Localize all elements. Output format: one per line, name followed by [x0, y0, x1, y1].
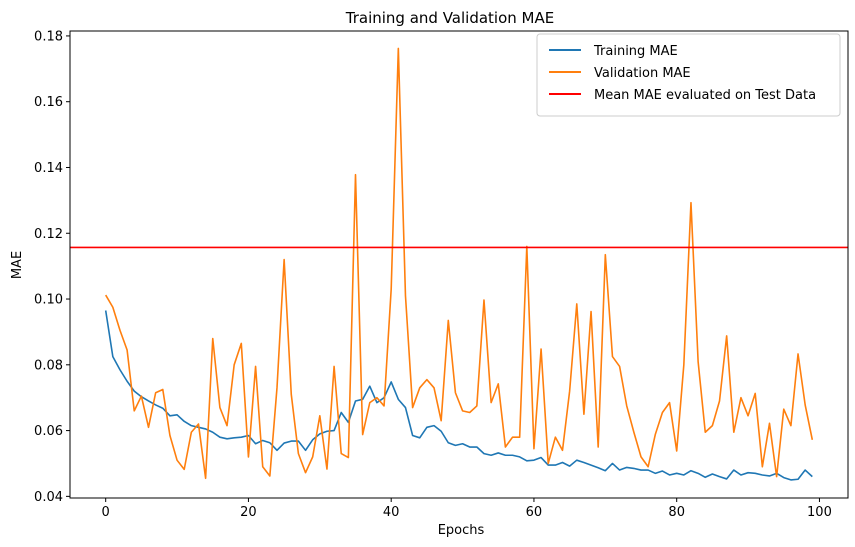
- legend-label-training: Training MAE: [593, 44, 678, 59]
- legend-label-validation: Validation MAE: [594, 66, 691, 81]
- series-lines: [70, 47, 848, 481]
- y-axis-ticks: 0.04 0.06 0.08 0.10 0.12 0.14 0.16 0.18: [34, 29, 70, 505]
- y-axis-title: MAE: [10, 251, 25, 279]
- x-tick-label: 60: [526, 505, 543, 520]
- y-tick-label: 0.06: [34, 424, 63, 439]
- y-tick-label: 0.12: [34, 227, 63, 242]
- training-mae-line: [104, 310, 813, 481]
- y-tick-label: 0.08: [34, 358, 63, 373]
- x-tick-label: 20: [240, 505, 257, 520]
- chart-title: Training and Validation MAE: [345, 9, 554, 27]
- y-tick-label: 0.10: [34, 293, 63, 308]
- y-tick-label: 0.14: [34, 161, 63, 176]
- x-axis-title: Epochs: [438, 523, 485, 538]
- x-tick-label: 0: [102, 505, 110, 520]
- legend-box: [536, 33, 841, 117]
- validation-mae-line: [105, 47, 814, 480]
- y-tick-label: 0.04: [34, 490, 63, 505]
- plot-frame: [69, 30, 849, 499]
- y-tick-label: 0.16: [34, 95, 63, 110]
- x-tick-label: 40: [383, 505, 400, 520]
- x-axis-ticks: 0 20 40 60 80 100: [102, 498, 832, 520]
- x-tick-label: 80: [668, 505, 685, 520]
- x-tick-label: 100: [807, 505, 832, 520]
- legend: Training MAE Validation MAE Mean MAE eva…: [536, 33, 841, 117]
- legend-label-test-mean: Mean MAE evaluated on Test Data: [594, 88, 816, 103]
- y-tick-label: 0.18: [34, 29, 63, 44]
